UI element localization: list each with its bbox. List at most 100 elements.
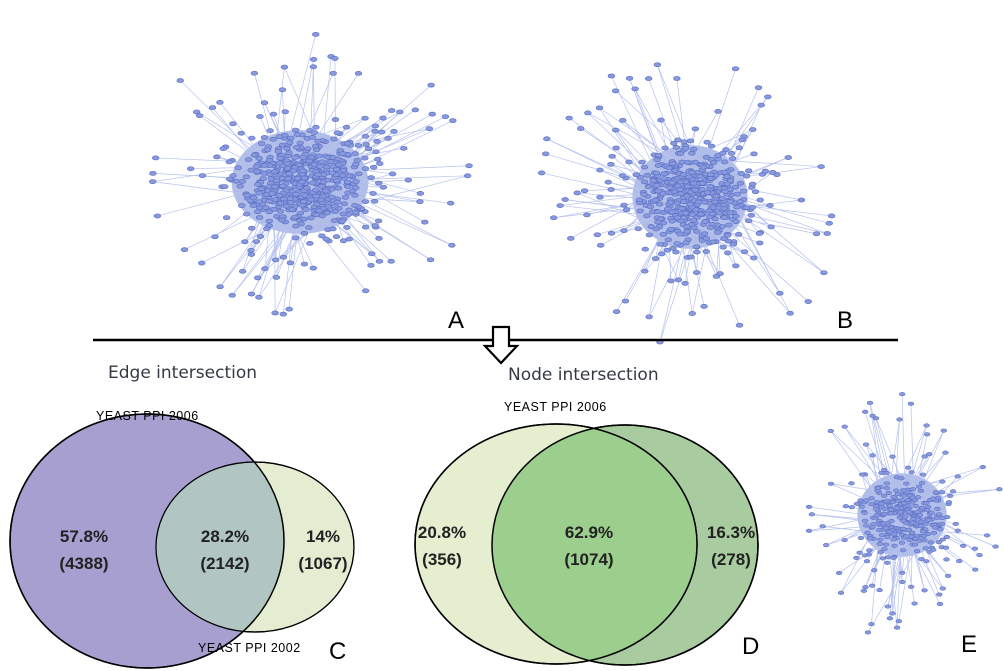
node-overlap-pct: 62.9%	[565, 523, 613, 542]
network-node	[750, 255, 758, 261]
network-node	[915, 484, 923, 489]
network-node	[656, 241, 664, 247]
network-node	[425, 126, 433, 132]
network-node	[823, 231, 831, 236]
network-node	[835, 570, 843, 576]
network-node	[607, 187, 615, 192]
network-node	[216, 284, 224, 290]
network-node	[696, 174, 704, 179]
network-node	[883, 471, 890, 476]
network-node	[890, 532, 897, 537]
network-node	[256, 234, 265, 239]
network-node	[912, 542, 919, 547]
network-node	[255, 155, 263, 161]
network-node	[748, 181, 757, 187]
network-node	[561, 197, 569, 202]
network-node	[672, 249, 680, 255]
network-node	[329, 226, 337, 232]
network-node	[299, 168, 307, 174]
network-node	[766, 203, 774, 208]
network-node	[882, 526, 890, 531]
node-overlap-count: (1074)	[564, 550, 613, 569]
network-node	[861, 518, 869, 523]
network-node	[724, 250, 732, 256]
network-node	[265, 157, 274, 163]
network-node	[706, 176, 715, 181]
network-node	[825, 220, 833, 226]
network-node	[248, 225, 256, 231]
network-node	[668, 209, 676, 215]
network-edge	[906, 517, 940, 595]
edge-overlap-pct: 28.2%	[201, 527, 249, 546]
network-node	[338, 218, 346, 224]
network-edge	[840, 487, 895, 594]
network-node	[868, 622, 875, 627]
network-node	[935, 540, 943, 545]
network-node	[919, 472, 927, 477]
network-node	[972, 567, 979, 572]
network-node	[877, 537, 884, 542]
network-node	[275, 193, 284, 198]
network-node	[754, 85, 763, 90]
network-node	[904, 465, 912, 470]
network-node	[670, 140, 678, 146]
network-node	[355, 171, 363, 177]
network-node	[979, 465, 986, 470]
network-node	[890, 537, 897, 542]
network-node	[919, 529, 927, 534]
network-node	[247, 247, 255, 253]
network-node	[331, 203, 339, 209]
network-node	[371, 223, 379, 228]
network-node	[671, 168, 679, 173]
network-node	[745, 168, 753, 174]
network-node	[291, 235, 300, 241]
network-edge	[861, 474, 893, 525]
network-node	[939, 537, 946, 542]
network-node	[361, 224, 370, 230]
network-node	[805, 528, 813, 533]
network-node	[693, 249, 701, 255]
network-edge	[809, 506, 915, 523]
network-node	[612, 145, 620, 151]
network-node	[279, 183, 287, 189]
network-node	[362, 142, 370, 147]
network-node	[643, 172, 651, 178]
edge-left-count: (4388)	[59, 554, 108, 573]
network-node	[688, 150, 696, 156]
network-node	[661, 145, 669, 151]
network-node	[935, 512, 943, 517]
network-node	[841, 538, 848, 543]
network-node	[361, 166, 370, 171]
network-node	[929, 496, 937, 501]
network-node	[312, 31, 320, 37]
network-node	[234, 165, 242, 171]
network-edge	[879, 489, 897, 591]
network-node	[282, 203, 290, 209]
network-node	[905, 527, 912, 532]
network-node	[344, 184, 352, 189]
network-node	[441, 114, 450, 120]
network-node	[720, 170, 729, 175]
network-node	[654, 152, 663, 158]
network-node	[351, 192, 359, 198]
network-node	[369, 164, 378, 170]
network-node	[300, 175, 309, 181]
network-node	[868, 502, 875, 507]
network-node	[285, 306, 293, 312]
network-node	[688, 311, 696, 316]
network-node	[721, 188, 729, 194]
network-node	[860, 588, 867, 593]
network-node	[877, 550, 884, 555]
network-node	[954, 528, 961, 533]
network-node	[653, 157, 661, 163]
network-node	[885, 490, 892, 496]
network-edge	[677, 129, 753, 164]
network-node	[280, 196, 288, 202]
network-node	[940, 428, 947, 433]
network-node	[252, 164, 261, 169]
network-node	[265, 218, 273, 224]
network-node	[992, 544, 999, 549]
network-node	[645, 314, 653, 320]
network-node	[805, 504, 813, 509]
